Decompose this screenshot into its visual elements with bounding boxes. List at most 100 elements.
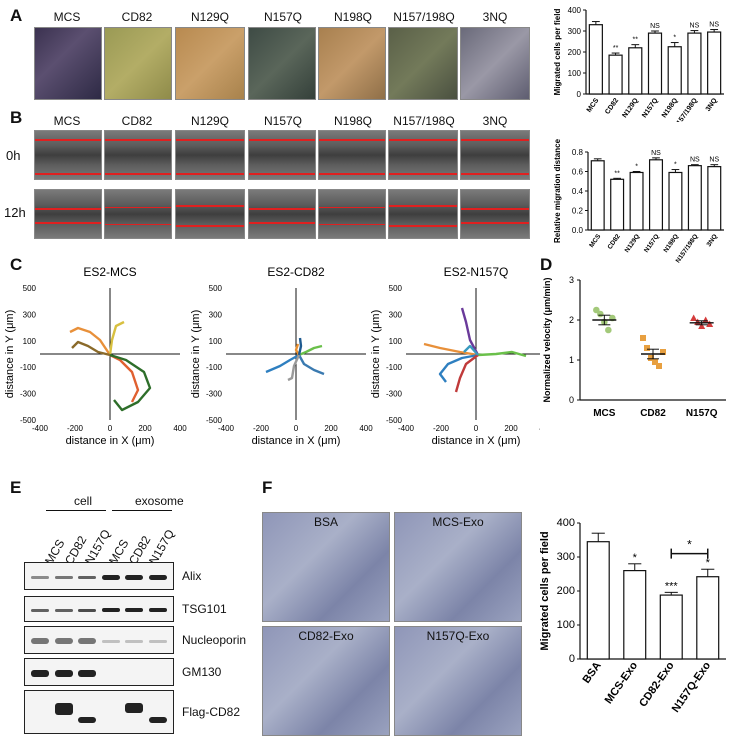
C-ytick-1-1: 300 bbox=[209, 310, 223, 319]
panel-e-cell-line bbox=[46, 510, 106, 511]
panel-e-exosome-line bbox=[112, 510, 172, 511]
panel-a-image-n129q bbox=[175, 27, 245, 100]
F-category-0: BSA bbox=[581, 660, 604, 686]
wound-edge-line bbox=[389, 205, 457, 207]
B-ytick-label: 0.8 bbox=[572, 148, 584, 157]
C-track-0-4 bbox=[109, 353, 152, 412]
panel-e-band bbox=[78, 669, 96, 677]
panel-e-blot-label-2: Nucleoporin bbox=[182, 633, 247, 647]
panel-a-image-n157-198q bbox=[388, 27, 458, 100]
D-point-0-1 bbox=[597, 310, 604, 318]
panel-e-band bbox=[31, 669, 49, 677]
B-bar-5 bbox=[687, 165, 702, 231]
panel-e-band bbox=[54, 575, 73, 579]
A-category-4: N198Q bbox=[661, 97, 680, 120]
C-ytick-0-4: -300 bbox=[20, 390, 37, 399]
F-ytick-label: 200 bbox=[557, 585, 575, 597]
wound-edge-line bbox=[249, 173, 315, 175]
wound-edge-line bbox=[389, 225, 457, 227]
B-bar-3 bbox=[648, 159, 664, 231]
C-ylabel-1: distance in Y (μm) bbox=[190, 310, 202, 398]
C-xlabel-0: distance in X (μm) bbox=[66, 435, 155, 447]
panel-b-header-3: N157Q bbox=[263, 114, 303, 128]
A-category-3: N157Q bbox=[641, 97, 660, 120]
B-category-3: N157Q bbox=[643, 233, 661, 254]
panel-e-band bbox=[125, 703, 143, 713]
panel-f-image-bsa bbox=[262, 512, 390, 622]
D-ytick-label: 2 bbox=[569, 315, 574, 325]
A-sig-2: ** bbox=[633, 37, 639, 44]
C-xtick-2-4: 400 bbox=[539, 424, 540, 433]
C-track-2-2 bbox=[477, 350, 527, 358]
C-ytick-2-0: 500 bbox=[389, 284, 403, 293]
panel-e-band bbox=[31, 608, 49, 612]
A-bar-2 bbox=[628, 47, 643, 95]
F-sig-2: *** bbox=[665, 580, 679, 592]
panel-b-image-12h-0 bbox=[34, 189, 102, 239]
F-bar-2 bbox=[659, 594, 683, 660]
C-ytick-1-2: 100 bbox=[209, 337, 223, 346]
panel-e-band bbox=[125, 574, 143, 580]
panel-b-image-12h-6 bbox=[460, 189, 530, 239]
A-category-0: MCS bbox=[586, 97, 601, 114]
wound-edge-line bbox=[105, 139, 171, 141]
B-bar-4 bbox=[668, 171, 683, 231]
panel-b-header-2: N129Q bbox=[190, 114, 230, 128]
A-bar-4 bbox=[667, 46, 682, 95]
panel-b-image-0h-4 bbox=[318, 130, 386, 180]
C-xlabel-1: distance in X (μm) bbox=[252, 435, 341, 447]
panel-e-blot-label-3: GM130 bbox=[182, 665, 222, 679]
panel-e-band bbox=[101, 574, 120, 580]
A-sig-6: NS bbox=[709, 22, 719, 29]
D-point-1-5 bbox=[660, 349, 666, 355]
panel-e-band bbox=[54, 669, 73, 677]
panel-e-lane-5: N157Q bbox=[146, 527, 178, 567]
wound-edge-line bbox=[35, 222, 101, 224]
A-bar-1 bbox=[608, 54, 623, 95]
panel-f-image-mcs-exo bbox=[394, 512, 522, 622]
D-point-0-3 bbox=[605, 326, 612, 334]
C-ytick-0-5: -500 bbox=[20, 416, 37, 425]
panel-e-band bbox=[78, 638, 96, 644]
F-bracket-sig: * bbox=[687, 538, 692, 552]
D-point-1-3 bbox=[652, 359, 658, 365]
D-ytick-label: 1 bbox=[569, 355, 574, 365]
panel-f-bar-chart: 0 100 200 300 400 Migrated cells per field BSA… bbox=[539, 517, 726, 715]
D-point-0-0 bbox=[593, 306, 600, 314]
wound-edge-line bbox=[176, 225, 244, 227]
A-category-2: N129Q bbox=[621, 97, 640, 120]
panel-b-image-12h-2 bbox=[175, 189, 245, 239]
B-sig-2: * bbox=[635, 164, 638, 171]
B-sig-1: ** bbox=[614, 170, 620, 177]
panel-f-label-cd82-exo: CD82-Exo bbox=[298, 629, 354, 643]
panel-e-band bbox=[148, 574, 167, 580]
panel-b-image-12h-5 bbox=[388, 189, 458, 239]
panel-b-header-4: N198Q bbox=[333, 114, 373, 128]
panel-e-band bbox=[101, 639, 120, 643]
A-category-1: CD82 bbox=[604, 97, 620, 116]
panel-e-blot-2 bbox=[24, 626, 174, 654]
C-ytick-2-1: 300 bbox=[389, 310, 403, 319]
panel-a-header-6: 3NQ bbox=[482, 10, 508, 24]
F-bar-1 bbox=[623, 569, 647, 660]
C-xtick-1-3: 200 bbox=[324, 424, 338, 433]
panel-e-band bbox=[54, 608, 73, 612]
C-track-1-4 bbox=[294, 343, 301, 356]
panel-e-blot-label-1: TSG101 bbox=[182, 602, 227, 616]
F-ytick-label: 0 bbox=[569, 653, 575, 665]
B-ytick-label: 0.0 bbox=[572, 226, 584, 235]
C-xtick-1-0: -400 bbox=[218, 424, 235, 433]
wound-edge-line bbox=[105, 206, 171, 208]
A-sig-4: * bbox=[673, 35, 676, 42]
A-bar-0 bbox=[588, 24, 603, 95]
panel-b-image-0h-5 bbox=[388, 130, 458, 180]
C-xtick-1-2: 0 bbox=[294, 424, 299, 433]
C-xtick-0-2: 0 bbox=[108, 424, 113, 433]
panel-e-blot-label-4: Flag-CD82 bbox=[182, 705, 241, 719]
B-bar-6 bbox=[707, 166, 722, 231]
panel-b-row-12h: 12h bbox=[4, 205, 26, 220]
panel-f-label-n157q-exo: N157Q-Exo bbox=[426, 629, 490, 643]
B-category-0: MCS bbox=[588, 233, 602, 249]
wound-edge-line bbox=[461, 139, 529, 141]
wound-edge-line bbox=[35, 173, 101, 175]
